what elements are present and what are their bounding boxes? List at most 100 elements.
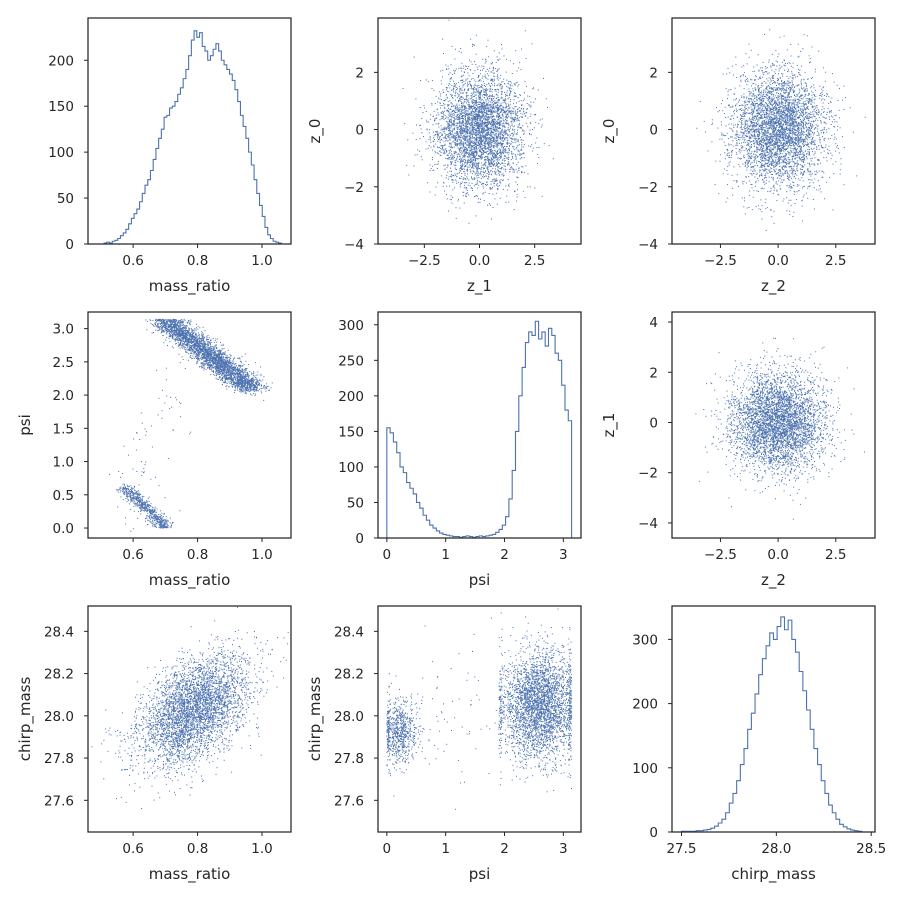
scatter-point xyxy=(463,155,465,157)
scatter-point xyxy=(834,126,836,128)
scatter-point xyxy=(471,144,473,146)
scatter-point xyxy=(483,83,485,85)
scatter-point xyxy=(448,127,450,129)
scatter-point xyxy=(446,109,448,111)
scatter-point xyxy=(517,126,519,128)
scatter-point xyxy=(770,113,772,115)
scatter-point xyxy=(497,136,499,137)
scatter-point xyxy=(509,60,511,62)
scatter-point xyxy=(775,134,777,136)
scatter-point xyxy=(519,120,521,122)
scatter-point xyxy=(470,133,471,135)
scatter-point xyxy=(475,162,477,164)
scatter-point xyxy=(439,136,441,138)
scatter-point xyxy=(474,148,476,150)
scatter-point xyxy=(449,120,451,121)
scatter-point xyxy=(500,141,502,143)
scatter-point xyxy=(470,171,472,173)
scatter-point xyxy=(493,171,495,173)
scatter-point xyxy=(491,161,493,163)
scatter-point xyxy=(448,113,450,115)
scatter-point xyxy=(501,125,503,127)
scatter-point xyxy=(505,99,507,101)
scatter-point xyxy=(482,126,484,128)
scatter-point xyxy=(497,119,499,121)
scatter-point xyxy=(517,153,519,155)
scatter-point xyxy=(473,106,475,108)
scatter-point xyxy=(467,68,468,69)
scatter-point xyxy=(828,96,830,98)
scatter-point xyxy=(507,127,509,129)
scatter-point xyxy=(478,75,480,76)
scatter-point xyxy=(524,113,526,115)
scatter-point xyxy=(490,174,492,176)
scatter-point xyxy=(810,133,812,135)
scatter-point xyxy=(515,181,517,183)
scatter-point xyxy=(494,108,496,110)
scatter-point xyxy=(500,122,502,124)
scatter-point xyxy=(451,176,452,178)
scatter-point xyxy=(829,118,830,120)
scatter-point xyxy=(447,118,449,120)
scatter-point xyxy=(431,104,433,106)
scatter-point xyxy=(504,149,506,151)
scatter-point xyxy=(476,140,478,142)
scatter-point xyxy=(452,129,454,131)
scatter-point xyxy=(490,141,492,143)
scatter-point xyxy=(467,140,469,142)
scatter-point xyxy=(491,71,493,73)
scatter-point xyxy=(481,117,483,119)
scatter-point xyxy=(469,161,471,163)
scatter-point xyxy=(496,78,498,80)
scatter-point xyxy=(473,167,475,169)
scatter-point xyxy=(444,128,446,130)
scatter-point xyxy=(469,80,471,82)
scatter-point xyxy=(473,171,475,173)
scatter-point xyxy=(489,128,491,130)
scatter-point xyxy=(497,121,498,123)
scatter-point xyxy=(472,158,474,160)
scatter-point xyxy=(466,132,468,134)
scatter-point xyxy=(486,138,488,139)
scatter-point xyxy=(767,89,769,91)
scatter-point xyxy=(792,139,794,141)
scatter-point xyxy=(455,151,456,153)
scatter-point xyxy=(438,122,440,124)
scatter-point xyxy=(764,114,766,115)
scatter-point xyxy=(449,132,451,134)
scatter-point xyxy=(451,116,453,118)
scatter-point xyxy=(471,160,473,162)
scatter-point xyxy=(451,123,453,125)
scatter-point xyxy=(449,198,451,200)
scatter-point xyxy=(488,118,490,120)
scatter-point xyxy=(811,86,813,88)
scatter-point xyxy=(456,145,458,147)
scatter-point xyxy=(447,105,449,107)
scatter-point xyxy=(481,154,483,156)
scatter-point xyxy=(432,149,433,151)
scatter-point xyxy=(431,88,433,89)
scatter-point xyxy=(508,97,510,99)
scatter-point xyxy=(514,84,516,86)
scatter-point xyxy=(463,125,465,127)
scatter-point xyxy=(532,88,534,90)
scatter-point xyxy=(453,155,455,157)
scatter-point xyxy=(473,121,475,123)
scatter-point xyxy=(451,179,453,181)
scatter-point xyxy=(447,124,449,126)
scatter-point xyxy=(470,88,472,90)
scatter-point xyxy=(791,103,793,105)
scatter-point xyxy=(452,141,454,143)
scatter-point xyxy=(756,123,757,125)
scatter-point xyxy=(497,95,499,97)
scatter-point xyxy=(765,136,767,138)
scatter-point xyxy=(474,156,476,158)
scatter-point xyxy=(518,144,520,146)
scatter-point xyxy=(466,182,468,184)
scatter-point xyxy=(752,116,754,118)
scatter-point xyxy=(475,63,477,65)
scatter-point xyxy=(513,169,515,171)
scatter-point xyxy=(485,143,487,145)
scatter-point xyxy=(458,116,460,118)
scatter-point xyxy=(461,125,462,127)
